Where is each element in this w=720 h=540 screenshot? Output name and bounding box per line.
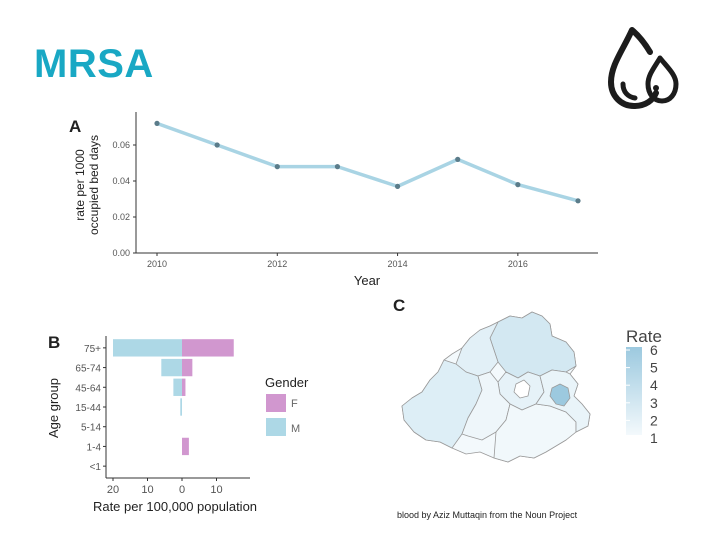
x-tick-label: 2012: [267, 259, 287, 269]
bar-m: [113, 339, 182, 357]
map-region: [461, 371, 511, 441]
series-line: [156, 121, 579, 203]
map-lough: [513, 379, 531, 399]
map-legend-label: 4: [650, 377, 658, 393]
legend-label-f: F: [291, 398, 298, 410]
legend-label-m: M: [291, 423, 300, 435]
map-regions: [401, 311, 591, 463]
bar-f: [182, 339, 234, 357]
x-tick-label: 0: [179, 484, 185, 496]
x-tick-label: 2016: [508, 259, 528, 269]
panel-b-label: B: [48, 333, 61, 352]
map-legend-label: 6: [650, 342, 658, 358]
x-axis-title: Rate per 100,000 population: [93, 499, 257, 514]
bar-f: [182, 378, 186, 396]
x-tick-label: 10: [141, 484, 153, 496]
data-point: [575, 198, 581, 204]
data-point: [515, 182, 521, 188]
map-legend-title: Rate: [626, 327, 662, 346]
x-tick-label: 2010: [147, 259, 167, 269]
bar-m: [173, 378, 182, 396]
legend-swatch-f: [266, 394, 286, 412]
y-axis-title: Age group: [46, 378, 61, 438]
y-tick-label: 15-44: [75, 403, 101, 414]
y-tick-label: 0.04: [112, 176, 130, 186]
bar-m: [161, 358, 182, 377]
x-axis-title: Year: [354, 273, 381, 288]
map-region: [455, 321, 499, 377]
map-legend-colorbar: [626, 347, 642, 435]
data-point: [274, 164, 280, 170]
panel-a-label: A: [69, 117, 82, 136]
data-point: [334, 164, 341, 170]
x-tick-label: 2014: [388, 259, 408, 269]
legend-swatch-m: [266, 418, 286, 436]
y-tick-label: 0.02: [112, 212, 130, 222]
map-legend-label: 1: [650, 430, 658, 446]
map-region-highest: [549, 383, 571, 407]
y-tick-label: 5-14: [81, 423, 101, 434]
map-region: [489, 311, 577, 379]
x-tick-label: 10: [210, 484, 222, 496]
icon-credit: blood by Aziz Muttaqin from the Noun Pro…: [397, 510, 578, 520]
panel-c-label: C: [393, 296, 406, 315]
y-tick-label: 45-64: [75, 383, 101, 394]
map-legend-label: 3: [650, 395, 658, 411]
map-legend-label: 5: [650, 360, 658, 376]
y-tick-label: <1: [90, 462, 102, 473]
slide-title: MRSA: [34, 42, 154, 86]
data-point: [394, 183, 401, 189]
data-point: [214, 142, 220, 148]
bar-f: [182, 358, 193, 377]
y-axis-title-line-1: rate per 1000: [73, 149, 87, 221]
y-tick-label: 65-74: [75, 364, 101, 375]
data-point: [455, 156, 461, 162]
data-point: [154, 120, 160, 126]
bar-f: [182, 437, 189, 456]
x-tick-label: 20: [107, 484, 119, 496]
map-legend-label: 2: [650, 412, 658, 428]
y-tick-label: 0.06: [112, 140, 130, 150]
legend-title: Gender: [265, 375, 309, 390]
y-tick-label: 0.00: [112, 248, 130, 258]
y-tick-label: 75+: [84, 344, 101, 355]
bar-m: [180, 398, 182, 416]
y-axis-title-line-2: occupied bed days: [87, 135, 101, 235]
y-tick-label: 1-4: [87, 442, 102, 453]
